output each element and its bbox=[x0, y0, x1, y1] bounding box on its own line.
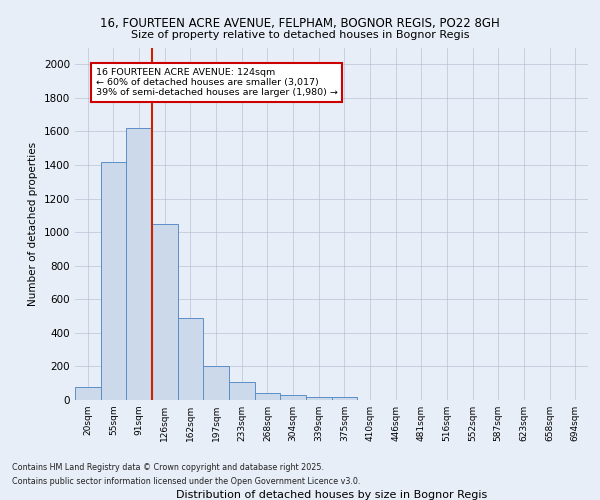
Text: Size of property relative to detached houses in Bognor Regis: Size of property relative to detached ho… bbox=[131, 30, 469, 40]
Text: Contains HM Land Registry data © Crown copyright and database right 2025.: Contains HM Land Registry data © Crown c… bbox=[12, 464, 324, 472]
Bar bbox=[306, 397, 331, 400]
Text: 16, FOURTEEN ACRE AVENUE, FELPHAM, BOGNOR REGIS, PO22 8GH: 16, FOURTEEN ACRE AVENUE, FELPHAM, BOGNO… bbox=[100, 18, 500, 30]
Bar bbox=[75, 386, 101, 400]
Bar bbox=[331, 397, 357, 400]
Bar bbox=[280, 396, 306, 400]
Bar bbox=[203, 366, 229, 400]
Bar bbox=[229, 382, 254, 400]
Text: Contains public sector information licensed under the Open Government Licence v3: Contains public sector information licen… bbox=[12, 477, 361, 486]
Bar bbox=[178, 318, 203, 400]
Bar bbox=[152, 224, 178, 400]
Bar bbox=[101, 162, 127, 400]
Bar bbox=[254, 394, 280, 400]
Text: 16 FOURTEEN ACRE AVENUE: 124sqm
← 60% of detached houses are smaller (3,017)
39%: 16 FOURTEEN ACRE AVENUE: 124sqm ← 60% of… bbox=[95, 68, 337, 98]
X-axis label: Distribution of detached houses by size in Bognor Regis: Distribution of detached houses by size … bbox=[176, 490, 487, 500]
Bar bbox=[127, 128, 152, 400]
Y-axis label: Number of detached properties: Number of detached properties bbox=[28, 142, 38, 306]
